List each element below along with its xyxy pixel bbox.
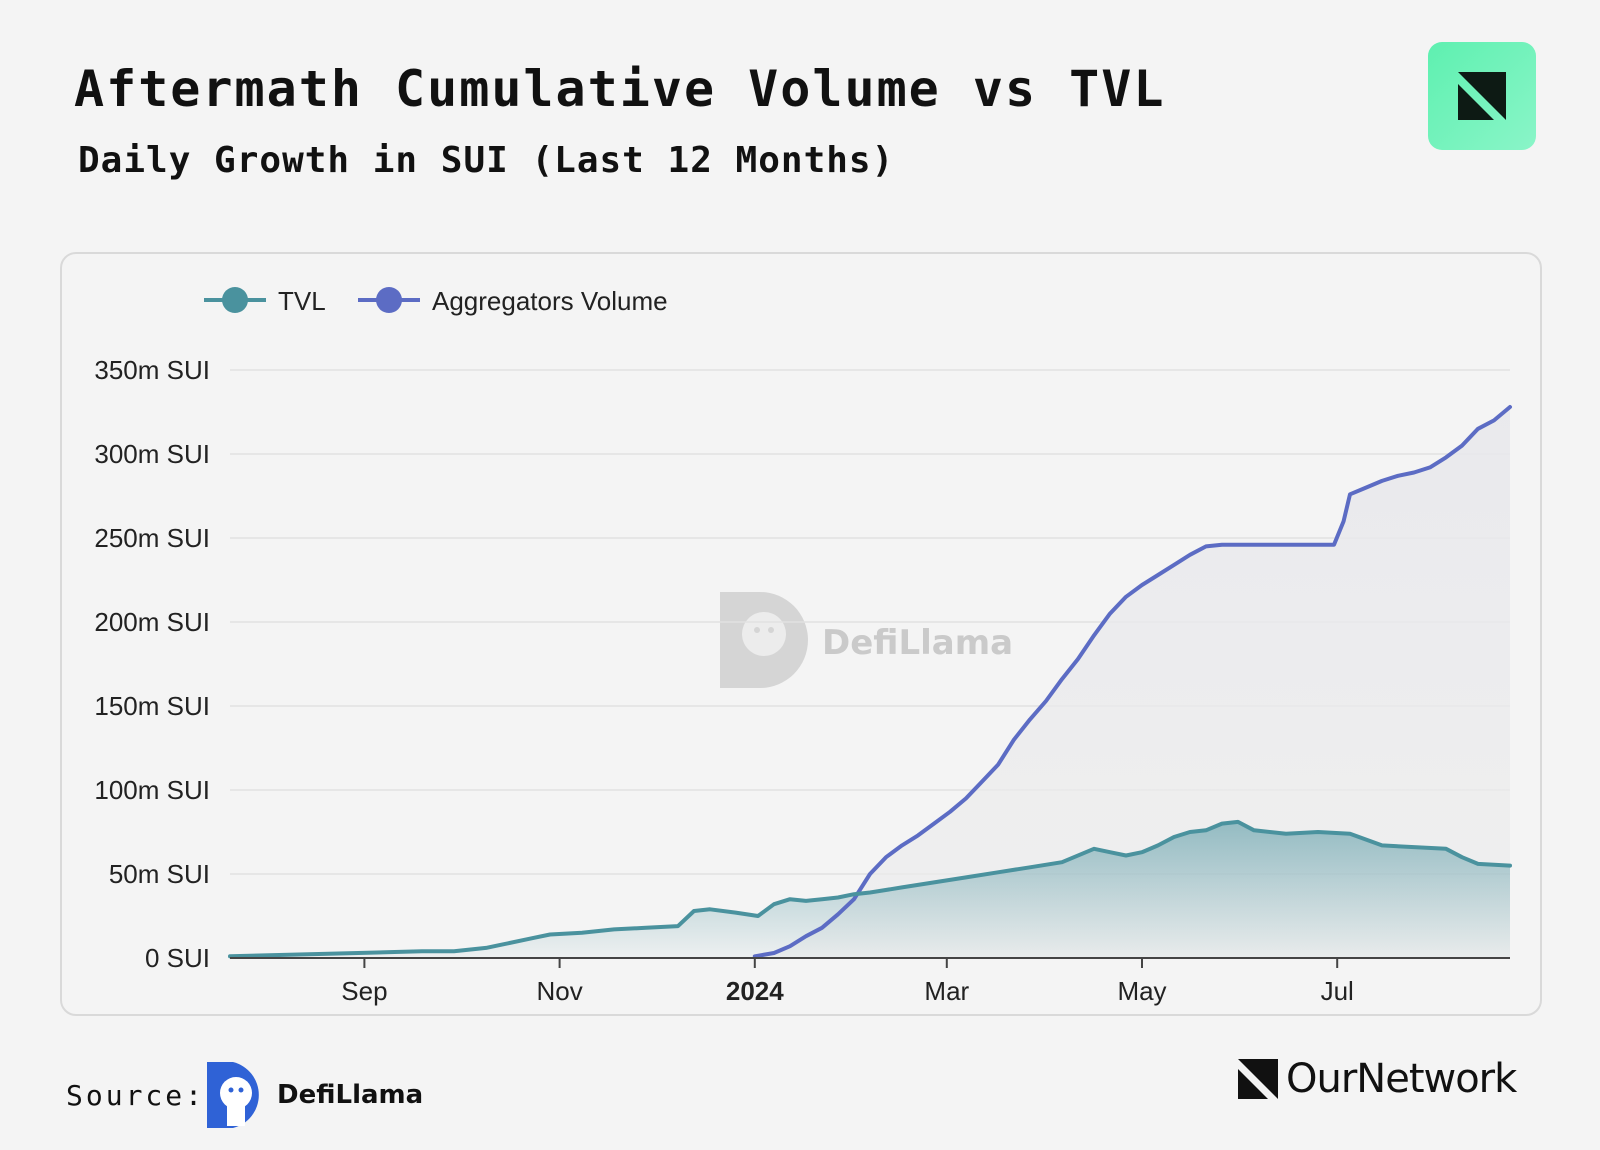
x-tick-label-3: Mar <box>924 976 969 1006</box>
series-line-aggregators-volume[interactable] <box>752 405 1512 959</box>
legend: TVL Aggregators Volume <box>204 286 668 316</box>
legend-tvl-label: TVL <box>278 286 326 316</box>
legend-item-aggregators-volume[interactable]: Aggregators Volume <box>358 286 668 316</box>
chart-subtitle: Daily Growth in SUI (Last 12 Months) <box>78 140 895 181</box>
x-tick-label-4: May <box>1117 976 1166 1006</box>
legend-volume-label: Aggregators Volume <box>432 286 668 316</box>
legend-item-tvl[interactable]: TVL <box>204 286 326 316</box>
series-line-tvl[interactable] <box>228 819 1512 959</box>
ournetwork-logo-badge <box>1428 42 1536 150</box>
y-tick-label-2: 100m SUI <box>94 775 210 805</box>
y-tick-label-6: 300m SUI <box>94 439 210 469</box>
x-tick-label-2: 2024 <box>726 976 784 1006</box>
defillama-watermark: DefiLlama <box>720 592 1013 688</box>
ournetwork-mark-icon <box>1458 72 1506 120</box>
y-tick-label-5: 250m SUI <box>94 523 210 553</box>
x-tick-label-1: Nov <box>536 976 582 1006</box>
source-name: DefiLlama <box>277 1080 424 1110</box>
y-tick-label-4: 200m SUI <box>94 607 210 637</box>
source-attribution: Source: DefiLlama <box>66 1060 423 1130</box>
ournetwork-name: OurNetwork <box>1286 1056 1517 1102</box>
legend-volume-marker <box>376 287 402 313</box>
y-tick-label-3: 150m SUI <box>94 691 210 721</box>
source-label: Source: <box>66 1078 206 1112</box>
y-tick-label-7: 350m SUI <box>94 355 210 385</box>
watermark-text: DefiLlama <box>822 623 1013 663</box>
ournetwork-brand: OurNetwork <box>1238 1056 1517 1102</box>
y-tick-label-0: 0 SUI <box>145 943 210 973</box>
ournetwork-footer-icon <box>1238 1059 1278 1099</box>
defillama-logo-icon <box>207 1062 259 1128</box>
defillama-watermark-icon <box>720 592 808 688</box>
x-tick-label-0: Sep <box>341 976 387 1006</box>
y-tick-label-1: 50m SUI <box>109 859 210 889</box>
area-tvl <box>230 821 1510 958</box>
chart-svg: DefiLlama Sep Nov 2024 Mar May Jul 0 SUI 50m S… <box>94 286 1512 1006</box>
legend-tvl-marker <box>222 287 248 313</box>
chart-title: Aftermath Cumulative Volume vs TVL <box>74 60 1166 118</box>
x-tick-label-5: Jul <box>1321 976 1354 1006</box>
